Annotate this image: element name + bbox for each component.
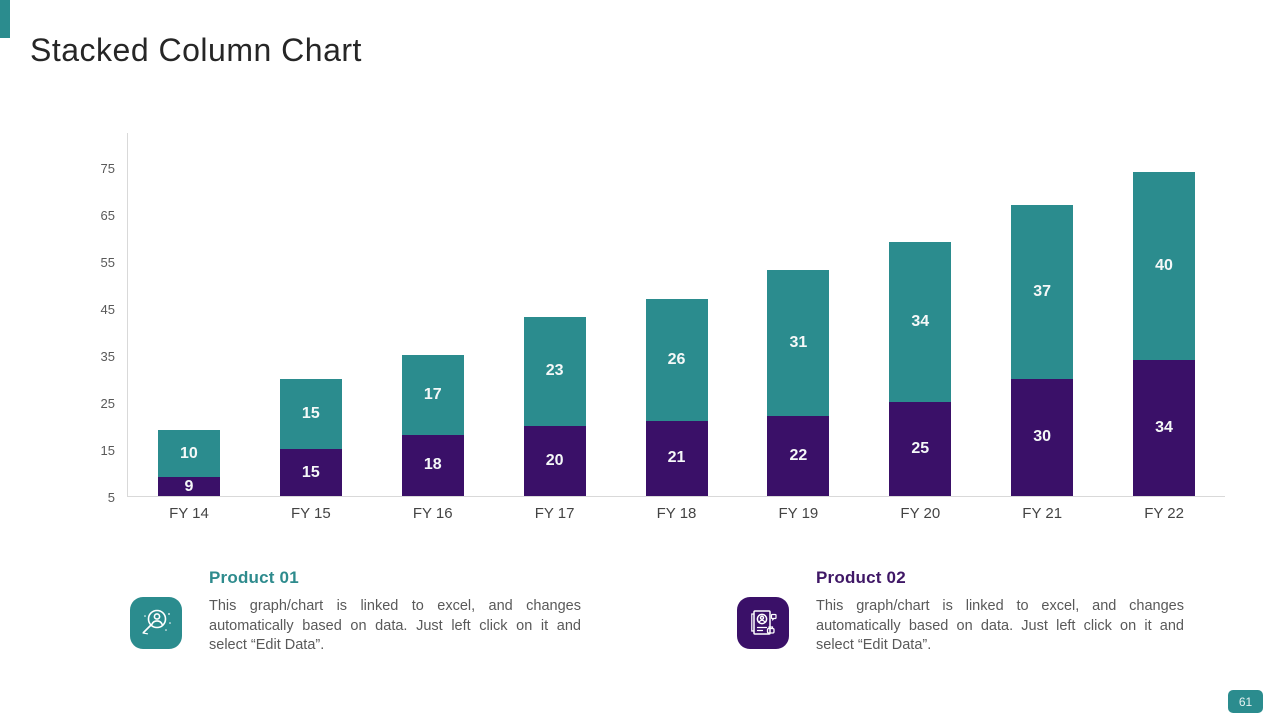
bar-segment-product-02: 34 [1133, 359, 1196, 496]
data-label: 31 [789, 334, 808, 352]
bar-segment-product-02: 9 [157, 477, 220, 496]
bar-segment-product-01: 10 [157, 430, 220, 478]
magnifier-person-icon [130, 597, 182, 649]
data-label: 17 [423, 385, 442, 403]
data-label: 34 [911, 313, 930, 331]
y-axis-label: 75 [100, 160, 115, 176]
data-label: 10 [180, 444, 198, 462]
bar-segment-product-02: 22 [767, 416, 830, 496]
data-label: 22 [789, 447, 808, 465]
plot-area: 10 9 FY 14 15 15 FY 15 17 18 FY 16 23 20 FY 17 26 21 F… [127, 133, 1225, 522]
legend-body: Product 02 This graph/chart is linked to… [816, 568, 1184, 656]
data-label: 23 [545, 362, 564, 380]
y-axis-label: 25 [100, 395, 115, 411]
stacked-bar[interactable]: 37 30 [1011, 204, 1074, 496]
data-label: 18 [423, 456, 442, 474]
x-axis-label: FY 22 [1144, 505, 1184, 522]
x-axis-label: FY 20 [900, 505, 941, 522]
x-axis-label: FY 21 [1022, 505, 1063, 522]
y-axis-label: 55 [100, 254, 115, 270]
bar-segment-product-01: 40 [1133, 171, 1196, 360]
data-label: 26 [667, 350, 686, 368]
data-label: 40 [1155, 256, 1173, 274]
x-axis-label: FY 15 [290, 505, 331, 522]
bar-segment-product-01: 26 [645, 298, 708, 421]
bar-segment-product-02: 21 [645, 420, 708, 496]
stacked-column-chart[interactable]: 5 15 25 35 45 55 65 75 10 9 FY 14 15 15 FY 15 17 18 FY … [0, 0, 1280, 560]
bar-segment-product-01: 31 [767, 270, 830, 417]
x-axis-label: FY 14 [169, 505, 209, 522]
bar-segment-product-01: 23 [523, 317, 586, 426]
bar-slot: 37 30 FY 21 [981, 133, 1103, 522]
bar-segment-product-01: 37 [1011, 204, 1074, 379]
legend-title-product-01: Product 01 [209, 568, 299, 587]
y-axis-label: 35 [100, 348, 115, 364]
x-axis-label: FY 18 [656, 505, 697, 522]
bar-segment-product-02: 15 [279, 449, 342, 496]
stacked-bar[interactable]: 17 18 [401, 355, 464, 496]
page-number: 61 [1238, 694, 1253, 709]
legend-body: Product 01 This graph/chart is linked to… [209, 568, 581, 656]
bar-segment-product-02: 30 [1011, 378, 1074, 496]
bar-slot: 34 25 FY 20 [859, 133, 981, 522]
bar-segment-product-02: 25 [889, 402, 952, 496]
bar-slot: 31 22 FY 19 [737, 133, 859, 522]
data-label: 30 [1033, 428, 1052, 446]
y-axis-label: 65 [100, 207, 115, 223]
bar-slot: 26 21 FY 18 [616, 133, 738, 522]
stacked-bar[interactable]: 34 25 [889, 242, 952, 496]
stacked-bar[interactable]: 31 22 [767, 270, 830, 496]
y-axis-label: 15 [100, 442, 115, 458]
bar-slot: 17 18 FY 16 [372, 133, 494, 522]
x-axis-label: FY 17 [534, 505, 575, 522]
bar-slot: 10 9 FY 14 [128, 133, 250, 522]
data-label: 21 [667, 449, 686, 467]
data-label: 9 [184, 477, 194, 495]
bars-container: 10 9 FY 14 15 15 FY 15 17 18 FY 16 23 20 FY 17 26 21 F… [128, 133, 1225, 522]
data-label: 15 [301, 463, 320, 481]
bar-slot: 40 34 FY 22 [1103, 133, 1225, 522]
bar-segment-product-01: 34 [889, 242, 952, 402]
legend-description-product-02: This graph/chart is linked to excel, and… [816, 598, 1184, 653]
bar-segment-product-02: 20 [523, 425, 586, 496]
legend-description-product-01: This graph/chart is linked to excel, and… [209, 598, 581, 653]
bar-segment-product-02: 18 [401, 434, 464, 496]
stacked-bar[interactable]: 40 34 [1133, 171, 1196, 496]
x-axis-label: FY 19 [778, 505, 819, 522]
stacked-bar[interactable]: 26 21 [645, 298, 708, 496]
document-person-icon [737, 597, 789, 649]
page-number-badge: 61 [1228, 690, 1263, 713]
data-label: 25 [911, 440, 930, 457]
y-axis-label: 5 [107, 489, 115, 505]
stacked-bar[interactable]: 15 15 [279, 378, 342, 496]
bar-segment-product-01: 17 [401, 355, 464, 435]
bar-segment-product-01: 15 [279, 378, 342, 449]
stacked-bar[interactable]: 10 9 [157, 430, 220, 496]
y-axis: 5 15 25 35 45 55 65 75 [75, 133, 121, 505]
accent-bar [0, 0, 10, 38]
data-label: 34 [1155, 418, 1173, 436]
y-axis-label: 45 [100, 301, 115, 317]
stacked-bar[interactable]: 23 20 [523, 317, 586, 496]
bar-slot: 23 20 FY 17 [494, 133, 616, 522]
data-label: 20 [545, 451, 564, 469]
data-label: 15 [301, 404, 320, 422]
data-label: 37 [1033, 282, 1052, 300]
x-axis-label: FY 16 [412, 505, 453, 522]
page-title: Stacked Column Chart [30, 32, 362, 68]
bar-slot: 15 15 FY 15 [250, 133, 372, 522]
legend-title-product-02: Product 02 [816, 568, 906, 587]
